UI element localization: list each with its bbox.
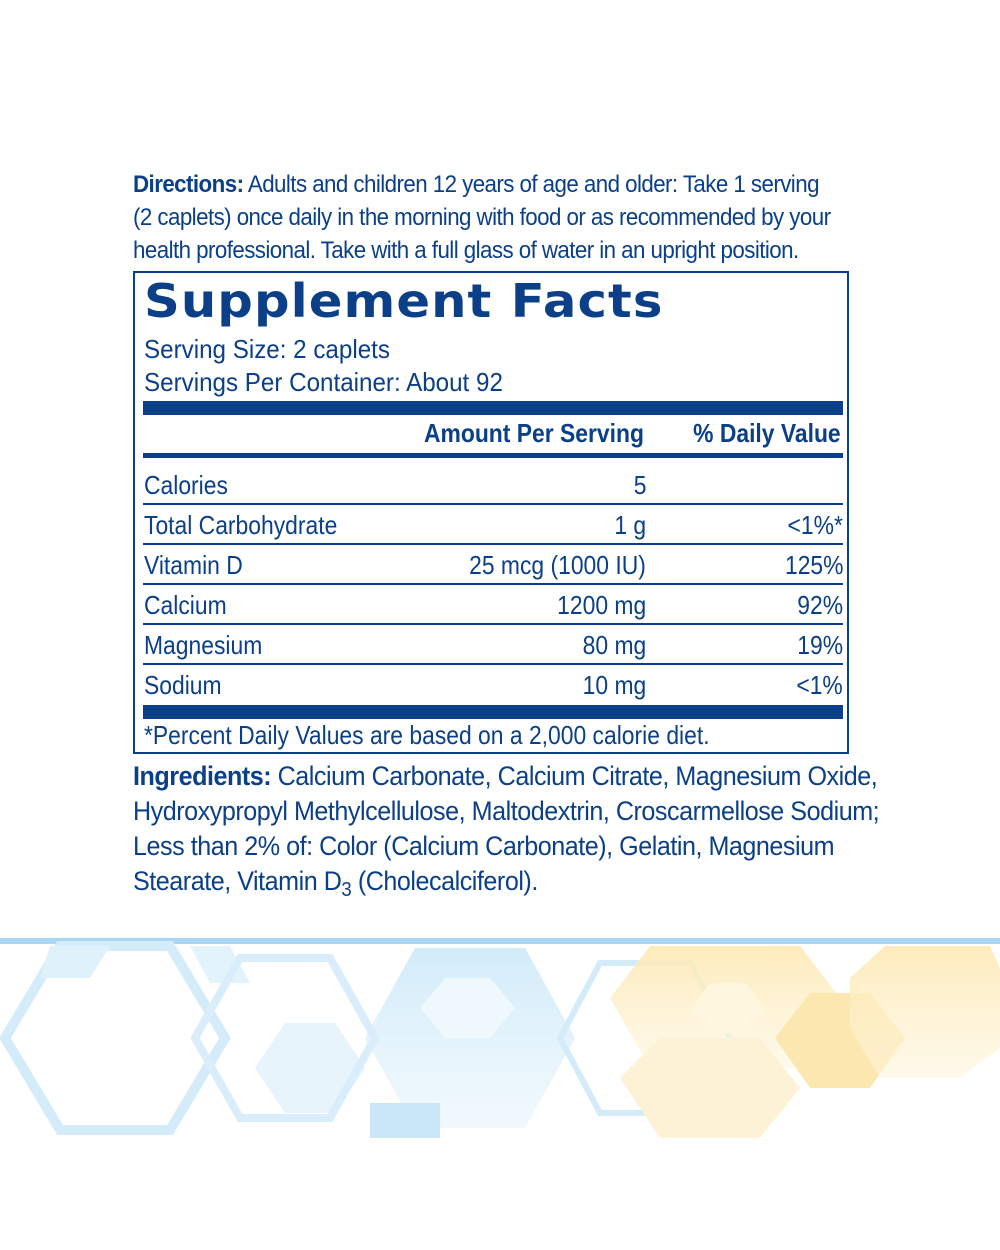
nutrient-name: Calories xyxy=(144,470,228,500)
thick-divider-bottom xyxy=(143,705,843,719)
nutrient-daily-value: <1%* xyxy=(787,510,843,540)
serving-info: Serving Size: 2 caplets Servings Per Con… xyxy=(144,333,503,399)
nutrient-row-magnesium: Magnesium 80 mg 19% xyxy=(143,625,843,665)
ingredients-label: Ingredients: xyxy=(133,761,272,791)
ingredients-line-1: Calcium Carbonate, Calcium Citrate, Magn… xyxy=(271,761,878,791)
directions-line-2: (2 caplets) once daily in the morning wi… xyxy=(133,204,831,231)
nutrient-name: Calcium xyxy=(144,590,227,620)
hexagon-small xyxy=(255,1023,365,1113)
nutrient-name: Magnesium xyxy=(144,630,263,660)
nutrient-amount: 80 mg xyxy=(582,630,646,660)
nutrient-daily-value: 19% xyxy=(797,630,843,660)
nutrient-amount: 1 g xyxy=(614,510,646,540)
nutrient-row-carbohydrate: Total Carbohydrate 1 g <1%* xyxy=(143,505,843,545)
servings-per-container: Servings Per Container: About 92 xyxy=(144,367,503,397)
nutrient-amount: 1200 mg xyxy=(556,590,646,620)
top-stripe xyxy=(0,938,1000,944)
nutrient-row-sodium: Sodium 10 mg <1% xyxy=(143,665,843,705)
hexagon-fragment xyxy=(40,946,110,978)
serving-size: Serving Size: 2 caplets xyxy=(144,334,390,364)
hexagon-fragment xyxy=(370,1103,440,1138)
hexagon-yellow-faint xyxy=(620,1038,800,1138)
nutrient-amount: 10 mg xyxy=(582,670,646,700)
directions-label: Directions: xyxy=(133,171,244,198)
nutrient-daily-value: <1% xyxy=(796,670,843,700)
ingredients-subscript: 3 xyxy=(341,879,352,901)
thick-divider-top xyxy=(143,401,843,415)
hexagon-yellow-highlight xyxy=(690,983,765,1033)
ingredients-text: Ingredients: Calcium Carbonate, Calcium … xyxy=(133,759,880,901)
ingredients-line-4a: Stearate, Vitamin D xyxy=(133,866,342,896)
nutrient-row-vitamin-d: Vitamin D 25 mcg (1000 IU) 125% xyxy=(143,545,843,585)
daily-value-header: % Daily Value xyxy=(693,418,841,448)
supplement-facts-title: Supplement Facts xyxy=(144,274,664,328)
ingredients-line-2: Hydroxypropyl Methylcellulose, Maltodext… xyxy=(133,796,880,826)
nutrient-name: Total Carbohydrate xyxy=(144,510,338,540)
nutrient-daily-value: 125% xyxy=(784,550,843,580)
nutrient-row-calories: Calories 5 xyxy=(143,465,843,505)
directions-text: Directions: Adults and children 12 years… xyxy=(133,168,831,267)
nutrient-amount: 25 mcg (1000 IU) xyxy=(469,550,646,580)
hexagon-yellow xyxy=(850,946,1000,1078)
nutrient-name: Sodium xyxy=(144,670,222,700)
supplement-facts-panel: Supplement Facts Serving Size: 2 caplets… xyxy=(133,271,849,754)
amount-per-serving-header: Amount Per Serving xyxy=(424,418,644,448)
nutrient-row-calcium: Calcium 1200 mg 92% xyxy=(143,585,843,625)
hexagon-pattern-decoration xyxy=(0,938,1000,1138)
directions-line-3: health professional. Take with a full gl… xyxy=(133,237,799,264)
daily-value-footnote: *Percent Daily Values are based on a 2,0… xyxy=(144,720,710,750)
hexagon-highlight xyxy=(420,978,515,1038)
nutrient-amount: 5 xyxy=(633,470,646,500)
ingredients-line-3: Less than 2% of: Color (Calcium Carbonat… xyxy=(133,831,835,861)
directions-line-1: Adults and children 12 years of age and … xyxy=(243,171,820,198)
nutrient-name: Vitamin D xyxy=(144,550,243,580)
nutrient-daily-value: 92% xyxy=(797,590,843,620)
hexagon-fragment xyxy=(190,946,250,983)
ingredients-line-4b: (Cholecalciferol). xyxy=(351,866,538,896)
header-divider xyxy=(143,453,843,458)
hexagon-outline xyxy=(190,954,380,1122)
